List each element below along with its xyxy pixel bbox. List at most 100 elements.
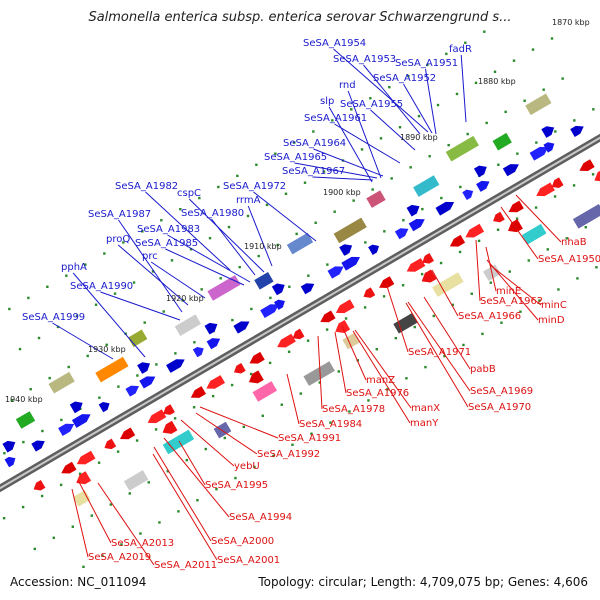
reverse-label-leader [500, 206, 539, 260]
tick-dot [447, 143, 450, 147]
forward-gene-arrow [341, 256, 361, 271]
tick-dot [135, 439, 139, 442]
reverse-label-leader [352, 330, 411, 424]
reverse-label-leader [405, 302, 469, 408]
label-leader-lines [52, 48, 562, 566]
reverse-gene-label: manX [411, 403, 440, 414]
tick-dot [375, 348, 378, 351]
tick-dot [383, 230, 386, 233]
tick-dot [512, 59, 516, 62]
tick-dot [101, 554, 104, 557]
forward-gene-arrow [408, 219, 425, 232]
tick-dot [37, 336, 41, 340]
tick-dot [557, 288, 560, 291]
reverse-label-leader [286, 373, 300, 425]
tick-dot [139, 532, 142, 535]
forward-gene-label: SeSA_A1965 [264, 152, 327, 163]
tick-dot [249, 372, 253, 376]
forward-gene-arrow [339, 244, 353, 256]
reverse-gene-arrow [536, 182, 555, 197]
tick-dot [455, 92, 459, 96]
forward-label-leader [118, 219, 183, 313]
tick-dot [158, 521, 161, 524]
reverse-gene-arrow [147, 409, 167, 424]
tick-dot [553, 195, 557, 198]
reverse-gene-arrow [406, 258, 426, 272]
tick-dot [369, 97, 372, 100]
forward-label-leader [313, 148, 384, 177]
reverse-gene-arrow [119, 427, 136, 440]
tick-dot [390, 177, 393, 180]
tick-dot [592, 108, 595, 111]
tick-dot [523, 99, 526, 102]
forward-label-leader [333, 48, 429, 133]
forward-gene-arrow [204, 322, 218, 335]
reverse-gene-arrow [335, 299, 355, 314]
forward-gene-label: SeSA_A1954 [303, 38, 366, 49]
tick-dot [322, 170, 326, 173]
reverse-label-leader [354, 329, 412, 409]
forward-label-leader [52, 322, 114, 360]
tick-dot [230, 383, 234, 387]
forward-gene-arrow [327, 266, 344, 279]
tick-dot [496, 228, 500, 231]
forward-gene-label: slp [320, 96, 334, 107]
tick-dot [477, 239, 481, 243]
reverse-gene-label: SeSA_A1971 [408, 347, 471, 358]
tick-dot [185, 458, 188, 462]
reverse-gene-label: SeSA_A1950 [538, 254, 600, 265]
reverse-gene-label: minE [496, 286, 521, 297]
tick-dot [211, 394, 215, 398]
forward-label-leader [247, 205, 273, 267]
tick-dot [572, 184, 576, 187]
tick-dot [333, 210, 336, 213]
tick-dot [458, 250, 462, 254]
tick-dot [325, 328, 329, 331]
reverse-label-leader [180, 419, 235, 467]
tick-dot [386, 388, 389, 391]
tick-dot [360, 148, 364, 151]
tick-dot [424, 365, 427, 369]
tick-dot [27, 296, 30, 300]
forward-gene-block [95, 356, 129, 383]
reverse-gene-arrow [551, 177, 564, 188]
tick-dot [128, 492, 131, 495]
forward-gene-arrow [529, 146, 549, 161]
tick-dot [516, 152, 519, 155]
reverse-label-leader [385, 282, 409, 353]
tick-dot [519, 310, 522, 313]
reverse-gene-arrow [76, 471, 92, 485]
forward-gene-arrow [260, 304, 279, 318]
tick-dot [474, 81, 478, 85]
reverse-gene-arrow [508, 219, 523, 233]
forward-gene-label: fadR [449, 44, 472, 55]
forward-gene-block [366, 190, 386, 208]
reverse-gene-label: SeSA_A2001 [217, 555, 280, 566]
tick-dot [170, 259, 174, 262]
reverse-label-leader [317, 335, 323, 410]
reverse-gene-arrow [379, 276, 395, 288]
tick-dot [103, 252, 106, 255]
topology-text: Topology: circular; Length: 4,709,075 bp… [258, 575, 588, 589]
tick-dot [105, 343, 108, 347]
tick-dot [440, 196, 443, 200]
tick-dot [508, 270, 511, 273]
tick-dot [274, 152, 277, 155]
tick-dot [344, 317, 348, 320]
tick-dot [113, 292, 117, 295]
tick-dot [407, 74, 410, 78]
tick-dot [116, 450, 120, 453]
reverse-label-leader [163, 437, 230, 518]
forward-gene-label: SeSA_A1985 [135, 238, 198, 249]
tick-dot [538, 299, 541, 302]
tick-dot [367, 399, 370, 402]
forward-gene-label: SeSA_A1972 [223, 181, 286, 192]
reverse-gene-arrow [422, 253, 434, 264]
kbp-tick-label: 1890 kbp [400, 133, 438, 142]
tick-dot [584, 226, 587, 229]
reverse-gene-label: SeSA_A2013 [111, 538, 174, 549]
tick-dot [33, 547, 36, 551]
tick-dot [288, 285, 291, 288]
